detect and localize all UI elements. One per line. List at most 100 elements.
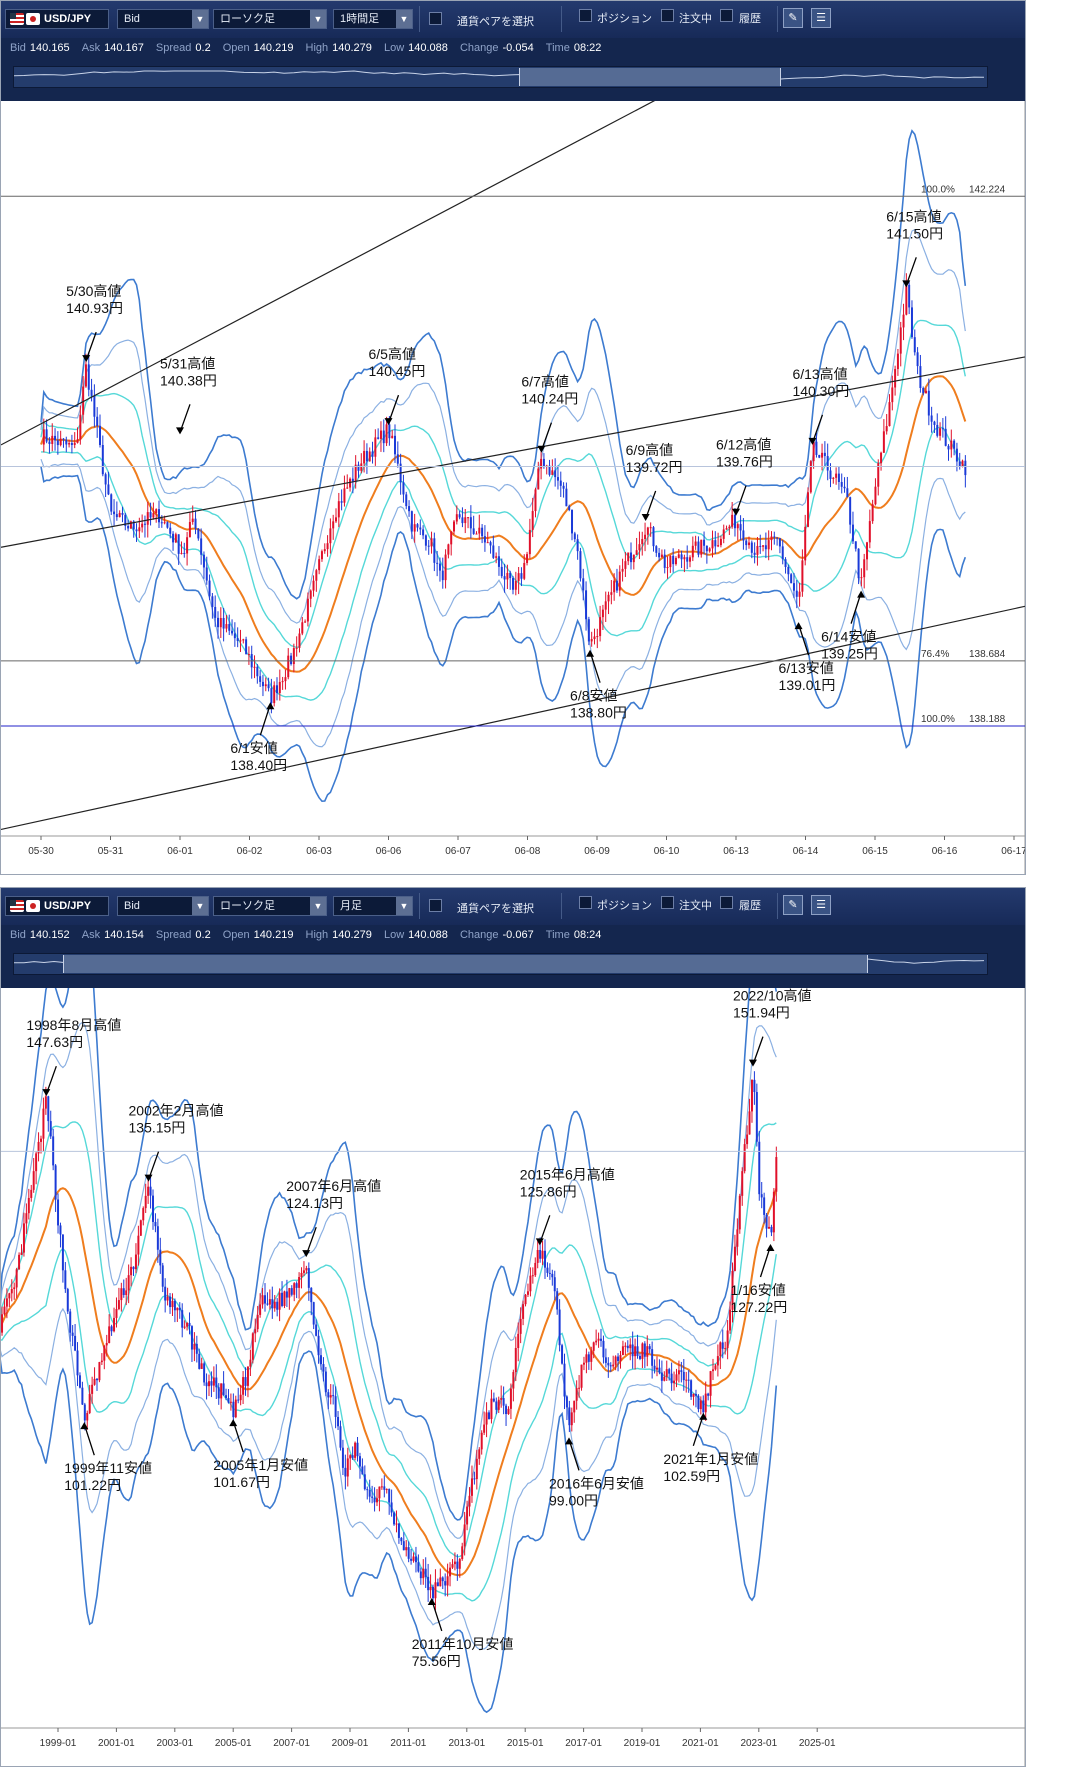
candle-body bbox=[818, 454, 821, 458]
timeframe-value: 1時間足 bbox=[340, 13, 380, 25]
candle-body bbox=[263, 1295, 266, 1304]
candle-body bbox=[778, 538, 781, 547]
annotation-arrowhead bbox=[565, 1437, 573, 1445]
candle-body bbox=[804, 526, 807, 561]
candle-body bbox=[310, 1287, 313, 1303]
candle-body bbox=[385, 424, 388, 444]
candle-body bbox=[464, 517, 467, 524]
candle-body bbox=[78, 1375, 81, 1388]
candle-body bbox=[229, 1401, 232, 1403]
annotation-price: 124.13円 bbox=[286, 1195, 343, 1211]
candle-body bbox=[458, 514, 461, 518]
history-checkbox[interactable] bbox=[720, 896, 733, 909]
candle-body bbox=[256, 1314, 259, 1330]
candle-body bbox=[753, 1079, 756, 1093]
currency-pair-selector[interactable]: USD/JPY bbox=[5, 896, 109, 916]
annotation-arrowhead bbox=[857, 590, 866, 598]
annotation-arrowhead bbox=[80, 1422, 89, 1430]
candle-body bbox=[237, 1399, 240, 1401]
candle-body bbox=[451, 1564, 454, 1568]
upper-channel-trendline bbox=[1, 101, 656, 446]
candle-body bbox=[601, 609, 604, 618]
candle-body bbox=[894, 369, 897, 388]
candle-body bbox=[374, 437, 377, 457]
candle-body bbox=[273, 685, 276, 704]
price-type-select[interactable]: Bid ▼ bbox=[117, 896, 209, 916]
candle-body bbox=[461, 517, 464, 524]
candle-body bbox=[247, 654, 250, 656]
orders-checkbox[interactable] bbox=[661, 896, 674, 909]
candle-body bbox=[312, 1302, 315, 1325]
candle-body bbox=[376, 1498, 379, 1503]
candle-body bbox=[8, 1293, 11, 1299]
annotation-label: 2002年2月高値 bbox=[129, 1103, 224, 1119]
candle-body bbox=[54, 435, 57, 441]
candle-body bbox=[468, 1495, 471, 1507]
x-tick-label: 2021-01 bbox=[682, 1738, 719, 1749]
jp-flag-icon bbox=[26, 900, 40, 912]
candle-body bbox=[232, 1401, 235, 1418]
candle-body bbox=[59, 438, 62, 446]
candle-body bbox=[745, 540, 748, 546]
candle-body bbox=[522, 1304, 525, 1319]
navigator-scrollbar[interactable] bbox=[13, 953, 988, 975]
position-checkbox[interactable] bbox=[579, 9, 592, 22]
annotation-arrowhead bbox=[144, 1174, 153, 1182]
chart-type-select[interactable]: ローソク足 ▼ bbox=[213, 896, 327, 916]
select-pair-checkbox[interactable] bbox=[429, 899, 442, 912]
candle-body bbox=[195, 1343, 198, 1354]
candle-body bbox=[809, 461, 812, 493]
navigator-window[interactable] bbox=[518, 68, 782, 86]
candle-body bbox=[770, 536, 773, 541]
orders-checkbox[interactable] bbox=[661, 9, 674, 22]
annotation-arrowhead bbox=[229, 1419, 238, 1427]
bid-label: Bid bbox=[10, 929, 26, 941]
price-info-bar: Bid 140.152 Ask 140.154 Spread 0.2 Open 140.… bbox=[1, 925, 1025, 945]
candle-body bbox=[670, 1373, 673, 1384]
select-pair-label: 通貨ペアを選択 bbox=[457, 903, 534, 915]
candle-body bbox=[134, 1254, 137, 1270]
candle-body bbox=[453, 521, 456, 532]
candle-body bbox=[118, 512, 121, 518]
candle-body bbox=[463, 1524, 466, 1547]
settings-list-icon[interactable]: ☰ bbox=[811, 895, 831, 915]
annotation-arrowhead bbox=[427, 1597, 436, 1605]
candle-body bbox=[361, 1466, 364, 1475]
drawing-tool-icon[interactable]: ✎ bbox=[783, 895, 803, 915]
x-tick-label: 2019-01 bbox=[624, 1738, 661, 1749]
annotation-label: 2015年6月高値 bbox=[520, 1166, 615, 1182]
candle-body bbox=[292, 648, 295, 665]
navigator-scrollbar[interactable] bbox=[13, 66, 988, 88]
price-type-select[interactable]: Bid ▼ bbox=[117, 9, 209, 29]
candle-body bbox=[478, 527, 481, 534]
settings-list-icon[interactable]: ☰ bbox=[811, 8, 831, 28]
drawing-tool-icon[interactable]: ✎ bbox=[783, 8, 803, 28]
history-checkbox[interactable] bbox=[720, 9, 733, 22]
candle-body bbox=[592, 1342, 595, 1351]
chart-type-select[interactable]: ローソク足 ▼ bbox=[213, 9, 327, 29]
candle-body bbox=[385, 1489, 388, 1491]
timeframe-select[interactable]: 月足 ▼ bbox=[333, 896, 413, 916]
annotation-label: 1999年11安値 bbox=[64, 1460, 152, 1476]
select-pair-checkbox[interactable] bbox=[429, 12, 442, 25]
navigator-window[interactable] bbox=[62, 955, 869, 973]
candle-body bbox=[61, 1234, 64, 1271]
x-tick-label: 06-06 bbox=[376, 846, 402, 857]
timeframe-select[interactable]: 1時間足 ▼ bbox=[333, 9, 413, 29]
candle-body bbox=[276, 685, 279, 694]
price-chart[interactable]: 60.00070.00080.00090.000100.000110.00012… bbox=[1, 988, 1025, 1767]
currency-pair-selector[interactable]: USD/JPY bbox=[5, 9, 109, 29]
price-chart[interactable]: 138.000139.000140.000141.000142.00005-30… bbox=[1, 101, 1025, 875]
candle-body bbox=[122, 1288, 125, 1295]
candle-body bbox=[947, 445, 950, 450]
position-checkbox[interactable] bbox=[579, 896, 592, 909]
candle-body bbox=[863, 559, 866, 578]
us-flag-icon bbox=[10, 13, 24, 25]
candle-body bbox=[925, 390, 928, 394]
candle-body bbox=[304, 621, 307, 623]
candle-body bbox=[882, 431, 885, 453]
candle-body bbox=[596, 636, 599, 638]
candle-body bbox=[113, 1317, 116, 1332]
candle-body bbox=[346, 487, 349, 489]
candle-body bbox=[156, 1226, 159, 1250]
